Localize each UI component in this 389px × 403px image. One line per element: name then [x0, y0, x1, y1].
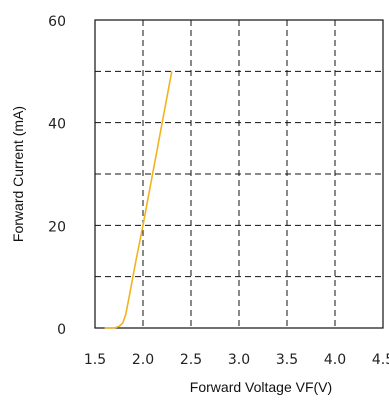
- x-tick-label: 3.5: [276, 352, 298, 368]
- plot-frame: [94, 19, 384, 329]
- y-tick-label: 60: [48, 14, 66, 30]
- series-line-0: [104, 71, 173, 329]
- x-tick-label: 2.5: [180, 352, 202, 368]
- series-layer: [104, 71, 173, 329]
- y-axis-label: Forward Current (mA): [10, 106, 26, 242]
- grid-lines: [95, 20, 383, 328]
- y-tick-label: 40: [48, 117, 66, 133]
- x-axis-label: Forward Voltage VF(V): [190, 379, 332, 395]
- x-tick-label: 2.0: [132, 352, 154, 368]
- x-tick-label: 4.5: [372, 352, 389, 368]
- x-tick-label: 3.0: [228, 352, 250, 368]
- y-tick-label: 20: [48, 219, 66, 235]
- x-tick-label: 1.5: [84, 352, 106, 368]
- x-tick-label: 4.0: [324, 352, 346, 368]
- x-tick-labels: 1.5 2.0 2.5 3.0 3.5 4.0 4.5: [84, 352, 389, 368]
- y-tick-labels: 0 20 40 60: [48, 14, 66, 338]
- y-tick-label: 0: [57, 322, 66, 338]
